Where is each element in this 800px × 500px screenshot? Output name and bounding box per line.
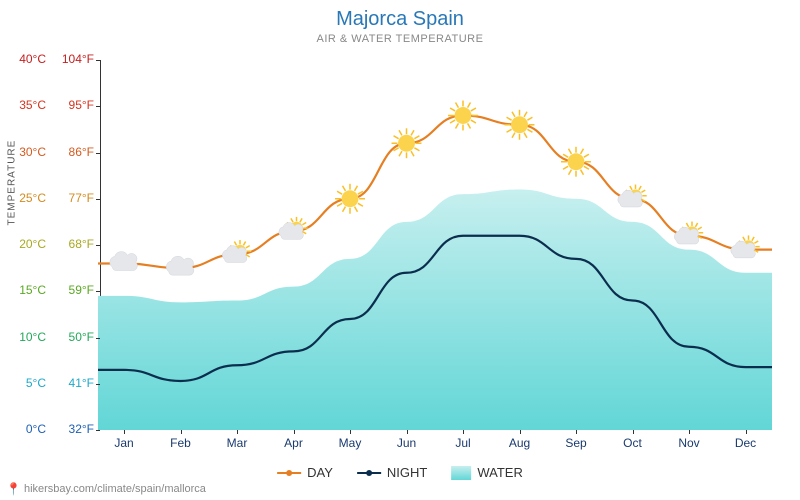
legend-day: DAY [277,465,333,480]
weather-icon [110,252,137,271]
x-tick-label: Jan [114,436,133,450]
legend-night-label: NIGHT [387,465,427,480]
y-tick-mark [96,384,100,385]
y-tick-mark [96,60,100,61]
weather-icon [222,240,251,262]
x-tick-mark [689,430,690,434]
x-tick-label: Feb [170,436,191,450]
legend-day-label: DAY [307,465,333,480]
water-area [98,190,772,431]
footer-url: hikersbay.com/climate/spain/mallorca [24,483,206,495]
x-tick-mark [576,430,577,434]
y-axis-label: TEMPERATURE [7,140,18,226]
y-tick-mark [96,291,100,292]
y-tick-mark [96,199,100,200]
weather-icon [561,147,591,177]
map-pin-icon: 📍 [6,482,21,496]
y-tick-mark [96,106,100,107]
x-tick-label: Apr [284,436,303,450]
legend-water-label: WATER [477,465,523,480]
weather-icon [618,185,647,207]
x-tick-mark [463,430,464,434]
x-tick-mark [350,430,351,434]
x-tick-label: Nov [678,436,699,450]
chart-canvas [100,60,770,430]
x-tick-mark [237,430,238,434]
weather-icon [166,256,193,275]
page-title: Majorca Spain [0,8,800,31]
x-tick-mark [746,430,747,434]
y-tick-mark [96,245,100,246]
weather-icon [674,222,703,244]
x-tick-mark [124,430,125,434]
y-tick-mark [96,430,100,431]
legend-night: NIGHT [357,465,427,480]
chart-legend: DAY NIGHT WATER [277,465,523,480]
x-tick-mark [181,430,182,434]
x-tick-mark [407,430,408,434]
x-tick-label: Aug [509,436,530,450]
y-tick-mark [96,338,100,339]
x-tick-label: Oct [623,436,642,450]
legend-water: WATER [451,465,523,480]
weather-icon [505,110,535,140]
chart-subtitle: AIR & WATER TEMPERATURE [0,33,800,45]
x-tick-label: Sep [565,436,586,450]
weather-icon [392,128,422,158]
x-tick-mark [520,430,521,434]
weather-icon [731,235,760,257]
x-tick-mark [294,430,295,434]
footer-attribution: 📍 hikersbay.com/climate/spain/mallorca [6,482,206,496]
weather-icon [279,217,308,239]
x-tick-label: May [339,436,362,450]
x-tick-mark [633,430,634,434]
weather-icon [335,184,365,214]
x-tick-label: Mar [227,436,248,450]
x-tick-label: Jun [397,436,416,450]
weather-icon [448,101,478,131]
x-tick-label: Jul [455,436,470,450]
y-tick-mark [96,153,100,154]
x-tick-label: Dec [735,436,756,450]
